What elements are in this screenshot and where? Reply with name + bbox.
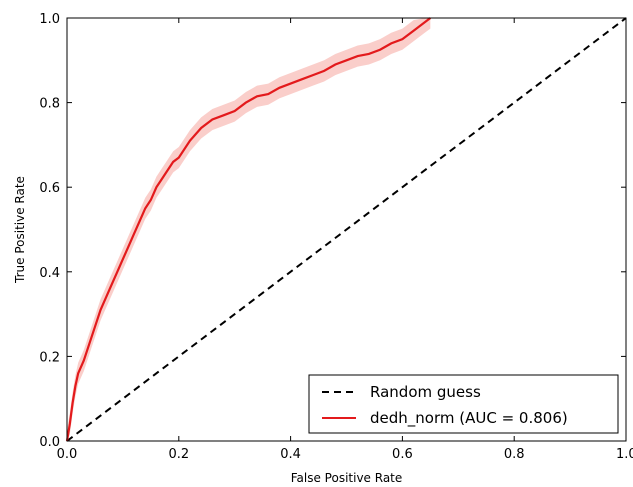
x-axis-label: False Positive Rate	[291, 471, 403, 485]
confidence-band-layer	[67, 18, 431, 441]
y-tick-label: 1.0	[39, 12, 60, 27]
x-tick-label: 0.4	[280, 447, 301, 462]
legend-label-random-guess: Random guess	[370, 383, 481, 401]
y-tick-label: 0.4	[39, 266, 60, 281]
x-tick-label: 0.6	[392, 447, 413, 462]
legend: Random guess dedh_norm (AUC = 0.806)	[308, 374, 619, 434]
confidence-band	[67, 18, 431, 441]
x-tick-label: 1.0	[616, 447, 633, 462]
y-axis-label: True Positive Rate	[13, 176, 27, 284]
plot-frame	[66, 17, 627, 442]
series-line-layer	[65, 17, 627, 442]
x-tick-label: 0.0	[57, 447, 78, 462]
y-tick-label: 0.2	[39, 350, 60, 365]
y-tick-label: 0.0	[39, 435, 60, 450]
y-tick-label: 0.8	[39, 97, 60, 112]
y-tick-label: 0.6	[39, 181, 60, 196]
legend-label-dedh-norm: dedh_norm (AUC = 0.806)	[370, 409, 568, 428]
random-guess-line	[66, 17, 627, 442]
legend-box	[308, 374, 619, 434]
roc-curve-line	[65, 17, 432, 442]
x-tick-label: 0.2	[168, 447, 189, 462]
tick-layer: 0.0 0.2 0.4 0.6 0.8 1.0 0.0 0.2 0.4 0.6 0.8 1.0	[39, 12, 633, 462]
x-tick-label: 0.8	[504, 447, 525, 462]
